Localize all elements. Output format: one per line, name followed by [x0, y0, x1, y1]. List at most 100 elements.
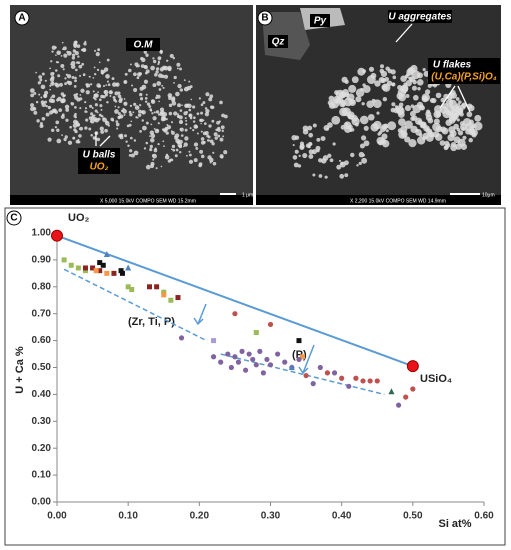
grain: [351, 76, 359, 84]
grain: [148, 105, 152, 108]
grain: [423, 96, 428, 101]
annotation: U aggregates: [388, 12, 452, 23]
grain: [159, 107, 165, 112]
grain: [196, 132, 199, 135]
grain: [133, 150, 139, 156]
grain: [218, 120, 221, 123]
x-tick-label: 0.60: [474, 511, 494, 522]
grain: [160, 165, 163, 168]
grain: [189, 85, 193, 89]
grain: [64, 135, 68, 139]
grain: [103, 89, 109, 95]
grain: [60, 55, 63, 57]
grain: [368, 66, 375, 72]
grain: [188, 159, 194, 164]
panel-label: A: [18, 13, 25, 24]
grain: [102, 95, 106, 99]
grain: [104, 128, 108, 133]
point: [410, 386, 416, 392]
grain: [158, 73, 163, 78]
grain: [75, 120, 79, 124]
grain: [208, 124, 212, 128]
grain: [342, 89, 349, 96]
grain: [128, 153, 132, 157]
grain: [129, 149, 133, 153]
grain: [123, 98, 126, 100]
grain: [181, 104, 183, 106]
grain: [57, 74, 61, 78]
annotation: (U,Ca)(P,Si)O₄: [431, 72, 497, 83]
grain: [39, 121, 43, 125]
grain: [134, 105, 140, 110]
point: [210, 354, 217, 360]
point: [324, 370, 331, 376]
grain: [162, 140, 165, 143]
grain: [373, 120, 382, 130]
grain: [40, 100, 45, 105]
grain: [363, 125, 369, 131]
grain: [404, 136, 411, 143]
point: [90, 265, 96, 271]
grain: [179, 151, 182, 154]
grain: [60, 92, 65, 96]
point: [250, 356, 256, 363]
point: [288, 364, 295, 370]
grain: [84, 110, 88, 113]
grain: [206, 134, 210, 138]
grain: [208, 97, 213, 102]
grain: [130, 136, 133, 140]
grain: [170, 158, 174, 162]
grain: [404, 105, 411, 112]
grain: [173, 81, 175, 84]
point: [275, 351, 281, 357]
grain: [30, 88, 35, 93]
point: [235, 359, 242, 365]
grain: [471, 123, 477, 129]
grain: [328, 95, 335, 102]
grain: [39, 124, 44, 129]
grain: [145, 121, 149, 125]
grain: [382, 83, 391, 92]
grain: [54, 110, 58, 114]
grain: [71, 53, 76, 57]
grain: [439, 140, 446, 146]
grain: [145, 141, 149, 145]
grain: [79, 107, 82, 110]
grain: [47, 105, 51, 110]
grain: [210, 105, 214, 109]
point: [168, 297, 174, 303]
grain: [140, 64, 145, 69]
grain: [298, 154, 301, 158]
grain: [128, 68, 132, 73]
end-member: [51, 229, 63, 242]
point: [396, 402, 402, 408]
grain: [161, 84, 164, 87]
x-tick-label: 0.40: [332, 511, 352, 522]
grain: [74, 79, 77, 83]
grain: [55, 69, 58, 72]
grain: [172, 148, 176, 152]
grain: [399, 84, 409, 94]
annotation: Qz: [272, 37, 285, 48]
grain: [361, 157, 368, 164]
grain: [447, 96, 453, 101]
grain: [217, 134, 221, 138]
grain: [92, 90, 95, 93]
label-box: [268, 35, 288, 48]
grain: [179, 67, 182, 71]
grain: [96, 111, 99, 114]
grain: [221, 129, 224, 133]
grain: [379, 64, 385, 69]
annotation: UO₂: [90, 162, 109, 173]
grain: [143, 147, 147, 150]
grain: [70, 64, 76, 70]
grain: [44, 90, 49, 95]
grain: [417, 86, 421, 91]
grain: [100, 69, 104, 73]
grain: [173, 111, 178, 116]
grain: [127, 144, 130, 148]
grain: [136, 76, 140, 80]
grain: [308, 141, 313, 146]
point: [161, 292, 167, 298]
grain: [162, 112, 168, 117]
